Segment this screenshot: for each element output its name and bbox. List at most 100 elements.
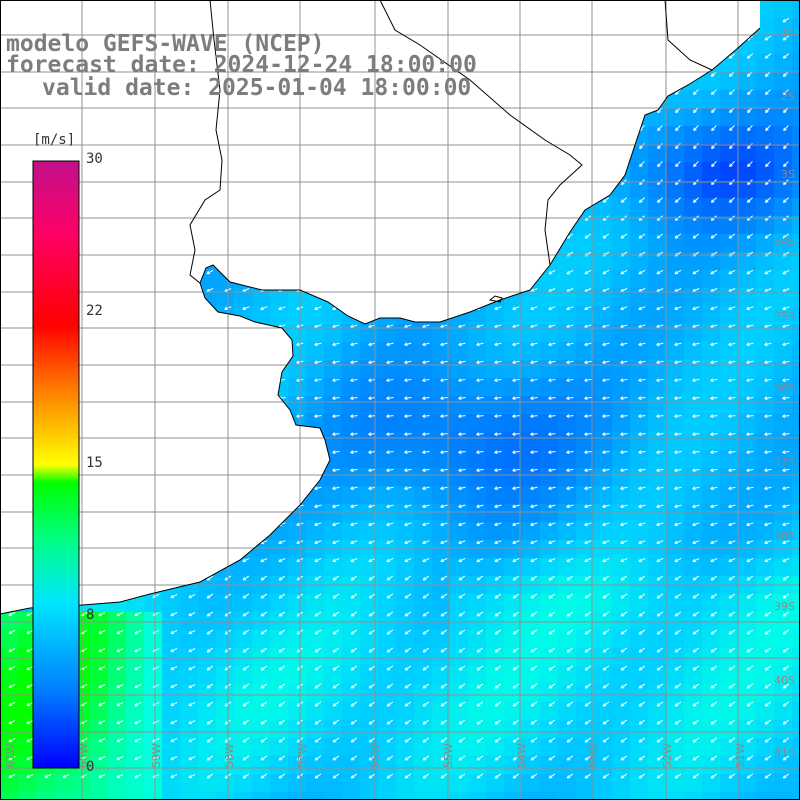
wind-cell — [486, 594, 504, 612]
wind-cell — [792, 504, 800, 522]
wind-cell — [756, 54, 774, 72]
wind-cell — [774, 234, 792, 252]
wind-cell — [648, 720, 666, 738]
wind-cell — [270, 594, 288, 612]
wind-cell — [792, 360, 800, 378]
wind-cell — [702, 792, 720, 800]
wind-cell — [630, 468, 648, 486]
wind-cell — [486, 414, 504, 432]
wind-cell — [756, 180, 774, 198]
wind-cell — [684, 486, 702, 504]
latitude-label: 39S — [774, 600, 795, 613]
wind-cell — [432, 432, 450, 450]
wind-cell — [234, 594, 252, 612]
wind-cell — [558, 342, 576, 360]
wind-cell — [594, 450, 612, 468]
wind-cell — [666, 594, 684, 612]
wind-cell — [558, 594, 576, 612]
wind-cell — [774, 198, 792, 216]
wind-cell — [414, 432, 432, 450]
wind-cell — [720, 216, 738, 234]
wind-cell — [306, 342, 324, 360]
wind-cell — [738, 180, 756, 198]
wind-cell — [414, 468, 432, 486]
wind-cell — [450, 378, 468, 396]
wind-cell — [504, 486, 522, 504]
wind-cell — [558, 792, 576, 800]
wind-cell — [360, 450, 378, 468]
wind-cell — [270, 792, 288, 800]
wind-cell — [522, 486, 540, 504]
wind-cell — [630, 594, 648, 612]
wind-cell — [720, 774, 738, 792]
wind-cell — [468, 792, 486, 800]
wind-cell — [756, 756, 774, 774]
wind-cell — [720, 198, 738, 216]
wind-cell — [540, 414, 558, 432]
wind-cell — [324, 738, 342, 756]
wind-cell — [738, 216, 756, 234]
wind-cell — [756, 126, 774, 144]
wind-cell — [756, 162, 774, 180]
wind-cell — [378, 774, 396, 792]
wind-cell — [432, 486, 450, 504]
wind-cell — [270, 702, 288, 720]
wind-cell — [432, 450, 450, 468]
wind-cell — [684, 396, 702, 414]
wind-cell — [756, 0, 774, 18]
wind-cell — [558, 666, 576, 684]
wind-cell — [450, 612, 468, 630]
wind-cell — [558, 396, 576, 414]
wind-cell — [468, 666, 486, 684]
longitude-label: 57W — [296, 743, 309, 768]
wind-cell — [378, 342, 396, 360]
wind-cell — [306, 306, 324, 324]
wind-cell — [540, 486, 558, 504]
wind-cell — [738, 108, 756, 126]
wind-cell — [756, 414, 774, 432]
wind-cell — [756, 216, 774, 234]
wind-cell — [738, 306, 756, 324]
wind-cell — [558, 378, 576, 396]
wind-cell — [486, 342, 504, 360]
wind-cell — [594, 306, 612, 324]
wind-cell — [252, 702, 270, 720]
wind-cell — [414, 486, 432, 504]
wind-cell — [54, 792, 72, 800]
wind-cell — [540, 432, 558, 450]
wind-cell — [396, 450, 414, 468]
wind-cell — [522, 414, 540, 432]
wind-cell — [720, 594, 738, 612]
wind-cell — [288, 666, 306, 684]
colorbar-tick-22: 22 — [86, 303, 103, 319]
wind-cell — [666, 198, 684, 216]
wind-cell — [648, 216, 666, 234]
wind-cell — [612, 342, 630, 360]
wind-cell — [432, 396, 450, 414]
wind-cell — [324, 684, 342, 702]
wind-cell — [756, 792, 774, 800]
wind-cell — [630, 270, 648, 288]
wind-cell — [468, 684, 486, 702]
wind-cell — [558, 702, 576, 720]
wind-cell — [198, 612, 216, 630]
wind-cell — [288, 630, 306, 648]
wind-cell — [72, 792, 90, 800]
wind-cell — [702, 486, 720, 504]
wind-cell — [738, 450, 756, 468]
wind-cell — [630, 378, 648, 396]
wind-cell — [450, 450, 468, 468]
wind-cell — [774, 450, 792, 468]
wind-cell — [666, 378, 684, 396]
wind-cell — [540, 738, 558, 756]
wind-cell — [216, 720, 234, 738]
wind-cell — [540, 594, 558, 612]
wind-cell — [684, 180, 702, 198]
wind-cell — [684, 234, 702, 252]
wind-cell — [576, 396, 594, 414]
colorbar-tick-15: 15 — [86, 455, 103, 471]
wind-cell — [756, 252, 774, 270]
wind-cell — [522, 792, 540, 800]
wind-cell — [702, 396, 720, 414]
colorbar — [32, 160, 80, 769]
